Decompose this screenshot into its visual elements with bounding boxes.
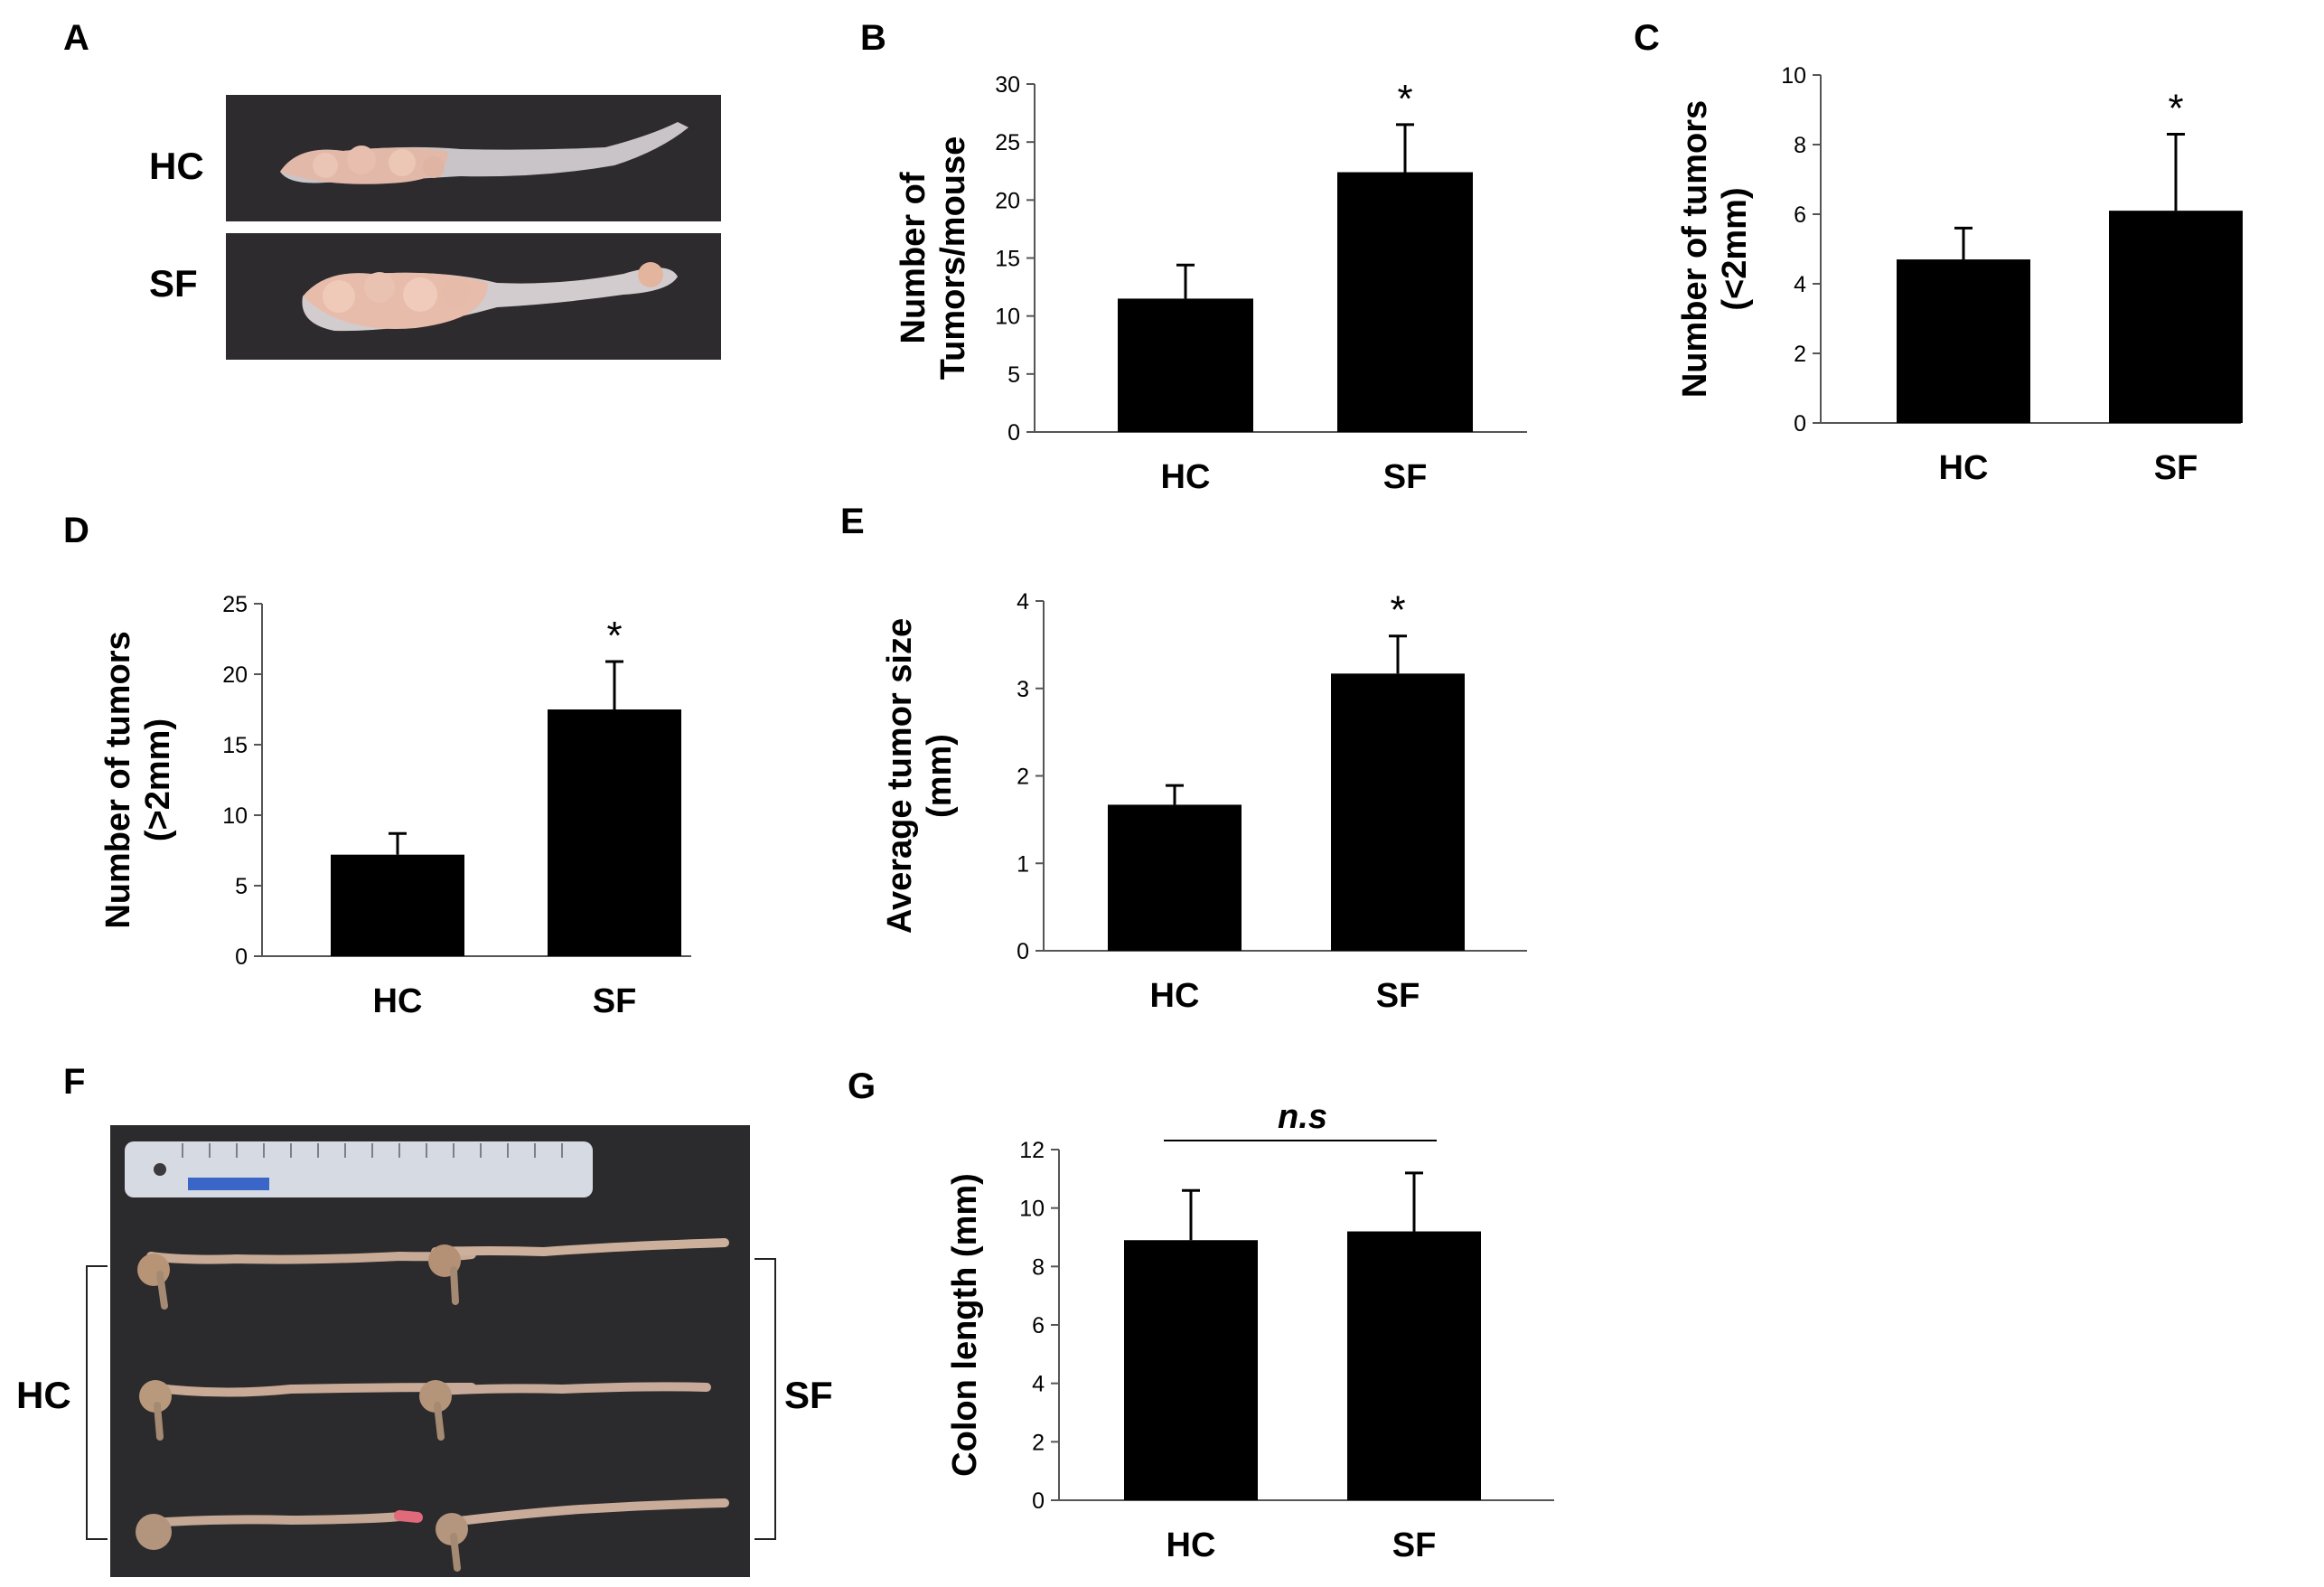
y-axis-label-line: (<2mm) <box>1716 187 1754 310</box>
significance-marker: * <box>1390 588 1405 633</box>
photo-a-sf <box>226 233 721 360</box>
category-label: SF <box>593 982 637 1020</box>
bar-hc <box>1124 1240 1258 1500</box>
photo-a-label-hc: HC <box>149 145 204 187</box>
y-tick-label: 2 <box>1017 765 1029 790</box>
category-label: HC <box>1939 449 1989 487</box>
y-tick-label: 10 <box>222 803 248 829</box>
y-tick-label: 0 <box>235 944 248 970</box>
y-tick-label: 30 <box>995 72 1020 98</box>
y-axis-label-line: Average tumor size <box>881 618 919 934</box>
y-tick-label: 25 <box>222 592 248 617</box>
panel-letter-c: C <box>1634 18 1660 58</box>
category-label: HC <box>1167 1526 1216 1564</box>
panel-letter-a: A <box>63 18 89 58</box>
chart-d: 0 5 10 15 20 25 HC * SF Number of tumors (>2mm) <box>99 592 691 1020</box>
photo-f-label-sf: SF <box>784 1374 833 1416</box>
y-tick-label: 0 <box>1007 420 1020 446</box>
category-label: HC <box>1150 977 1200 1015</box>
chart-g: 0 2 4 6 8 10 12 HC SF n.s Colon length (mm) <box>946 1098 1554 1564</box>
y-tick-label: 10 <box>1781 63 1806 89</box>
y-tick-label: 8 <box>1032 1254 1045 1280</box>
bar-hc <box>1108 804 1242 951</box>
panel-letter-f: F <box>63 1062 86 1102</box>
y-axis-label-line: Tumors/mouse <box>934 136 972 380</box>
y-tick-label: 6 <box>1794 202 1806 228</box>
y-axis-label-line: (mm) <box>921 734 959 818</box>
chart-b: 0 5 10 15 20 25 30 HC * SF Number of Tumors/mouse <box>895 72 1527 496</box>
y-tick-label: 4 <box>1032 1372 1045 1397</box>
bar-sf <box>2109 211 2243 423</box>
bar-sf <box>1331 673 1465 951</box>
category-label: SF <box>1376 977 1420 1015</box>
y-axis-label-line: Colon length (mm) <box>946 1173 984 1477</box>
y-tick-label: 6 <box>1032 1313 1045 1338</box>
category-label: SF <box>1383 458 1428 496</box>
y-axis-label-line: (>2mm) <box>139 718 177 841</box>
y-tick-label: 12 <box>1019 1138 1045 1163</box>
panel-letter-d: D <box>63 511 89 550</box>
y-tick-label: 4 <box>1017 589 1029 615</box>
y-axis-label: Number of tumors (>2mm) <box>99 631 177 928</box>
y-tick-label: 4 <box>1794 272 1806 297</box>
y-axis-label-line: Number of tumors <box>1676 100 1714 398</box>
y-tick-label: 5 <box>1007 362 1020 388</box>
chart-e: 0 1 2 3 4 HC * SF Average tumor size (mm) <box>881 588 1527 1015</box>
significance-marker: * <box>2168 86 2183 130</box>
chart-c: 0 2 4 6 8 10 HC * SF Number of tumors (<2mm) <box>1676 63 2243 487</box>
y-axis-label: Average tumor size (mm) <box>881 618 959 934</box>
bar-hc <box>1118 298 1253 432</box>
y-tick-label: 5 <box>235 874 248 899</box>
y-axis-label: Number of Tumors/mouse <box>895 136 972 380</box>
photo-a-label-sf: SF <box>149 262 198 305</box>
y-tick-label: 1 <box>1017 851 1029 877</box>
photo-f <box>110 1125 750 1577</box>
y-tick-label: 10 <box>1019 1197 1045 1222</box>
bracket-hc <box>86 1265 108 1540</box>
y-tick-label: 2 <box>1032 1430 1045 1455</box>
bar-hc <box>1897 259 2030 423</box>
bar-sf <box>548 709 681 956</box>
y-tick-label: 3 <box>1017 677 1029 702</box>
y-tick-label: 0 <box>1032 1488 1045 1514</box>
bar-sf <box>1347 1231 1481 1500</box>
y-tick-label: 20 <box>222 662 248 688</box>
category-label: SF <box>1392 1526 1437 1564</box>
y-tick-label: 15 <box>995 247 1020 272</box>
y-tick-label: 15 <box>222 733 248 758</box>
colon-specimens <box>136 1238 729 1572</box>
photo-f-label-hc: HC <box>16 1374 71 1416</box>
panel-letter-g: G <box>848 1066 876 1106</box>
y-tick-label: 20 <box>995 188 1020 213</box>
bracket-sf <box>754 1258 776 1540</box>
significance-marker: * <box>1397 77 1412 121</box>
y-axis-label: Colon length (mm) <box>946 1173 984 1477</box>
y-tick-label: 0 <box>1794 411 1806 437</box>
y-tick-label: 10 <box>995 305 1020 330</box>
ns-label: n.s <box>1278 1098 1327 1136</box>
photo-a-hc <box>226 95 721 221</box>
y-axis-label: Number of tumors (<2mm) <box>1676 100 1754 398</box>
y-tick-label: 25 <box>995 130 1020 155</box>
significance-marker: * <box>606 614 622 658</box>
y-axis-label-line: Number of tumors <box>99 631 137 928</box>
panel-letter-e: E <box>840 502 865 541</box>
category-label: SF <box>2154 449 2198 487</box>
bar-hc <box>331 854 464 956</box>
y-tick-label: 8 <box>1794 133 1806 158</box>
y-axis-label-line: Number of <box>895 172 932 343</box>
y-tick-label: 0 <box>1017 939 1029 964</box>
category-label: HC <box>1161 458 1211 496</box>
y-tick-label: 2 <box>1794 342 1806 367</box>
panel-letter-b: B <box>860 18 886 58</box>
category-label: HC <box>373 982 423 1020</box>
ruler <box>125 1141 593 1197</box>
bar-sf <box>1337 172 1473 433</box>
